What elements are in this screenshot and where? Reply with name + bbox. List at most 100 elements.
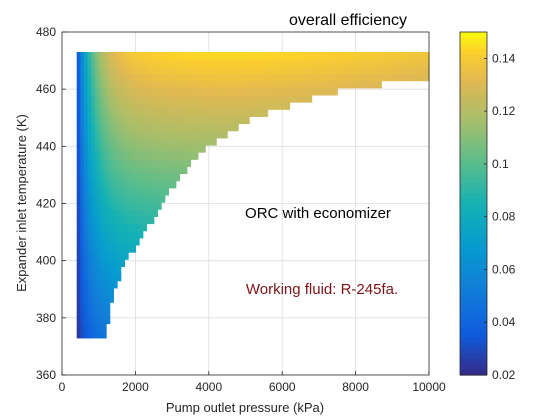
heatmap-cell [106, 152, 111, 160]
heatmap-cell [84, 144, 89, 153]
heatmap-cell [146, 102, 151, 110]
heatmap-cell [256, 80, 261, 89]
heatmap-cell [183, 152, 188, 160]
heatmap-cell [124, 159, 129, 167]
heatmap-cell [318, 66, 324, 75]
heatmap-cell [102, 187, 107, 196]
heatmap-cell [216, 52, 221, 60]
heatmap-cell [366, 73, 371, 82]
heatmap-cell [179, 144, 184, 153]
heatmap-cell [219, 73, 225, 82]
heatmap-cell [135, 216, 140, 225]
heatmap-cell [190, 109, 195, 117]
heatmap-cell [194, 87, 199, 96]
heatmap-cell [238, 109, 243, 117]
heatmap-cell [120, 87, 125, 96]
heatmap-cell [194, 80, 199, 89]
heatmap-cell [106, 180, 111, 189]
heatmap-cell [230, 102, 236, 110]
heatmap-cell [109, 266, 114, 275]
heatmap-cell [113, 173, 118, 182]
heatmap-cell [161, 130, 166, 139]
heatmap-cell [142, 52, 148, 60]
heatmap-cell [120, 109, 125, 117]
y-tick-label: 440 [36, 139, 56, 153]
heatmap-cell [91, 280, 96, 289]
heatmap-cell [164, 66, 170, 75]
y-tick-label: 360 [36, 368, 56, 382]
heatmap-cell [146, 73, 151, 82]
heatmap-cell [128, 216, 133, 225]
heatmap-cell [271, 102, 276, 110]
heatmap-cell [113, 87, 118, 96]
heatmap-cell [146, 202, 151, 210]
heatmap-cell [131, 80, 136, 89]
heatmap-cell [102, 302, 107, 310]
heatmap-cell [124, 166, 129, 175]
heatmap-cell [223, 66, 228, 75]
heatmap-cell [76, 309, 81, 318]
heatmap-cell [150, 159, 155, 167]
heatmap-cell [329, 87, 335, 96]
heatmap-cell [157, 130, 162, 139]
heatmap-cell [201, 52, 206, 60]
heatmap-cell [98, 102, 103, 110]
heatmap-cell [131, 173, 136, 182]
heatmap-cell [278, 52, 283, 60]
heatmap-cell [267, 94, 272, 103]
heatmap-cell [403, 73, 408, 82]
heatmap-cell [245, 87, 250, 96]
heatmap-cell [76, 330, 81, 339]
heatmap-cell [219, 59, 225, 67]
heatmap-cell [263, 80, 269, 89]
heatmap-cell [289, 73, 294, 82]
heatmap-cell [377, 73, 382, 82]
heatmap-cell [384, 52, 390, 60]
heatmap-cell [201, 59, 206, 67]
heatmap-cell [84, 316, 89, 325]
heatmap-cell [395, 52, 401, 60]
heatmap-cell [91, 309, 96, 318]
heatmap-cell [117, 223, 122, 232]
heatmap-cell [95, 173, 100, 182]
heatmap-cell [230, 66, 236, 75]
heatmap-cell [322, 66, 327, 75]
heatmap-cell [102, 287, 107, 296]
heatmap-cell [282, 94, 287, 103]
heatmap-cell [109, 216, 114, 225]
heatmap-cell [95, 159, 100, 167]
heatmap-cell [234, 59, 239, 67]
heatmap-cell [161, 109, 166, 117]
heatmap-cell [117, 137, 122, 146]
heatmap-cell [234, 66, 239, 75]
heatmap-cell [124, 152, 129, 160]
heatmap-cell [271, 52, 276, 60]
heatmap-cell [234, 94, 239, 103]
heatmap-cell [91, 87, 96, 96]
heatmap-cell [142, 137, 148, 146]
heatmap-cell [120, 252, 125, 260]
heatmap-cell [135, 137, 140, 146]
heatmap-cell [146, 209, 151, 217]
heatmap-cell [260, 94, 265, 103]
heatmap-cell [106, 259, 111, 267]
heatmap-cell [131, 180, 136, 189]
heatmap-cell [234, 123, 239, 132]
heatmap-cell [377, 80, 382, 89]
heatmap-cell [124, 230, 129, 239]
heatmap-cell [183, 166, 188, 175]
heatmap-cell [172, 87, 177, 96]
heatmap-cell [135, 187, 140, 196]
heatmap-cell [362, 52, 368, 60]
heatmap-cell [109, 80, 114, 89]
heatmap-cell [278, 66, 283, 75]
heatmap-cell [95, 87, 100, 96]
heatmap-cell [80, 330, 85, 339]
heatmap-cell [80, 94, 85, 103]
heatmap-cell [135, 52, 140, 60]
heatmap-cell [337, 73, 342, 82]
heatmap-cell [168, 173, 173, 182]
heatmap-cell [168, 52, 173, 60]
heatmap-cell [87, 287, 92, 296]
heatmap-cell [98, 80, 103, 89]
